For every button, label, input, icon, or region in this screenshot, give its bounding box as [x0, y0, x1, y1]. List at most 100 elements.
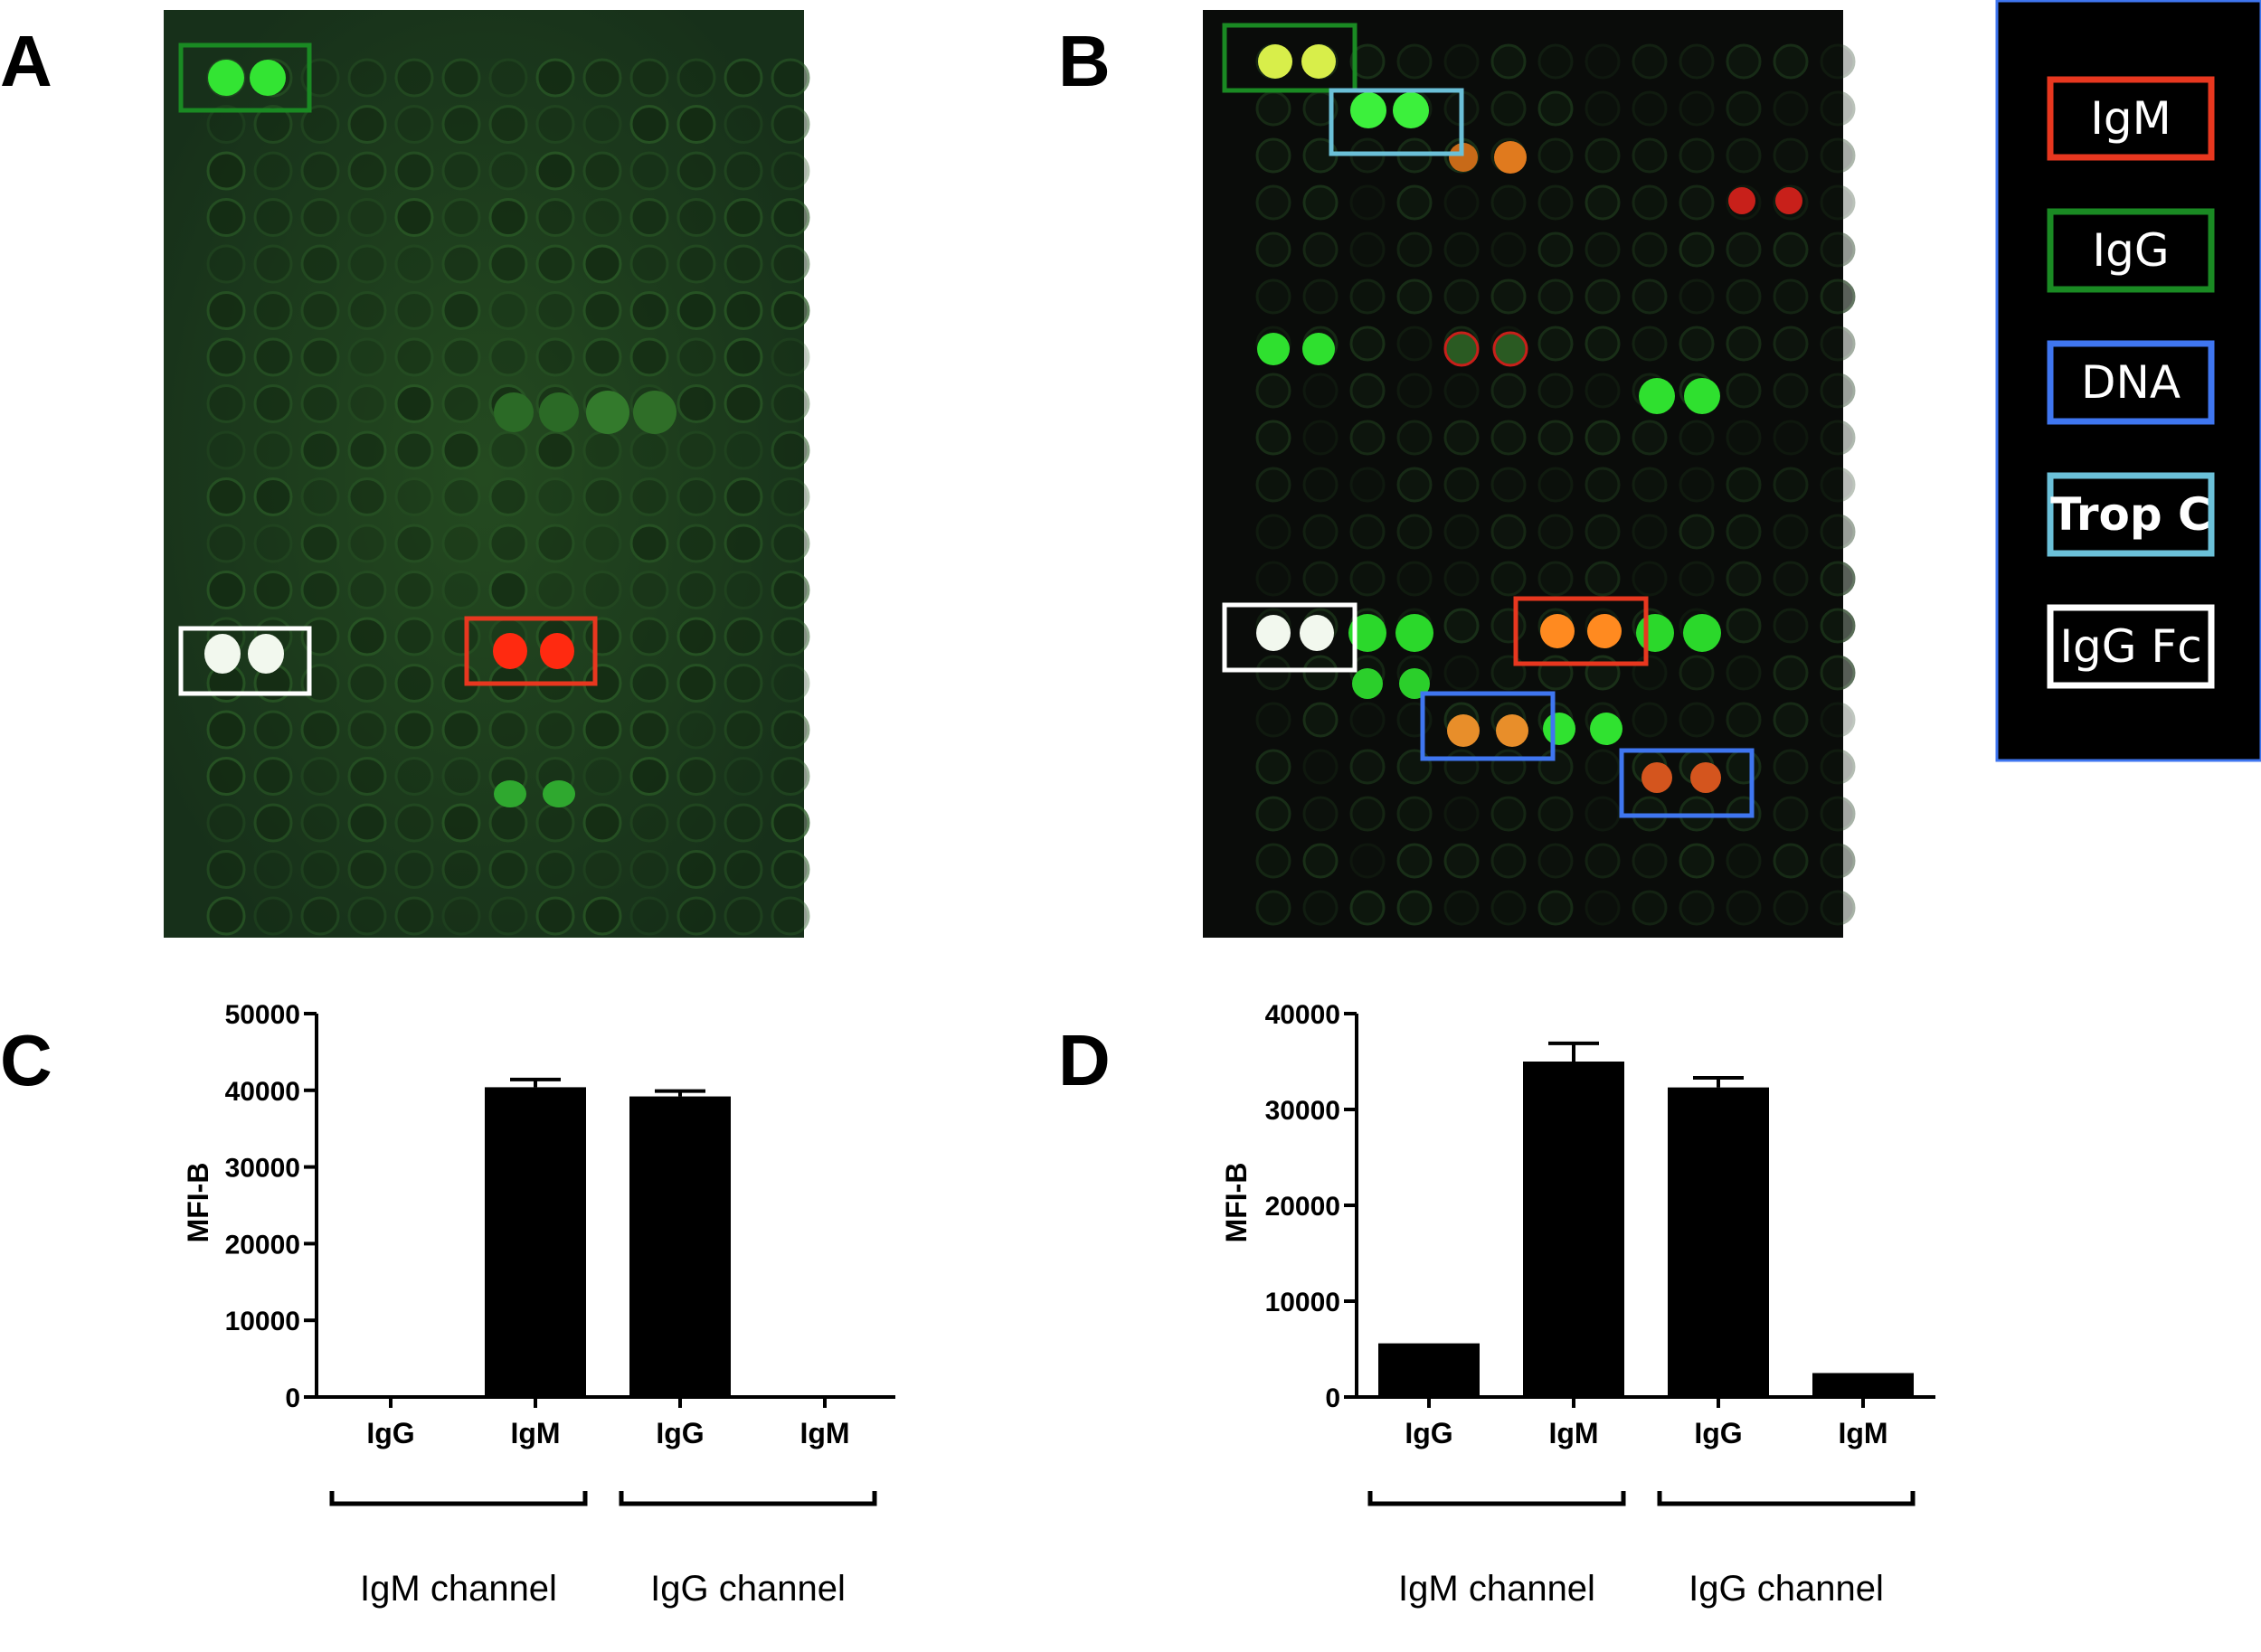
- array-spot: [300, 850, 340, 889]
- array-spot: [535, 524, 575, 563]
- array-a-spot-extra-1: [494, 780, 526, 807]
- array-spot: [394, 58, 434, 98]
- array-spot: [1443, 420, 1480, 456]
- array-b-spot-igm-2: [1587, 614, 1622, 648]
- bar: [1668, 1087, 1769, 1397]
- array-spot: [1726, 749, 1762, 785]
- array-spot: [300, 896, 340, 936]
- array-a-spot-fc-2: [248, 634, 284, 674]
- array-a-spot-igg-1: [208, 60, 244, 96]
- array-spot: [1537, 373, 1574, 409]
- array-spot: [1632, 702, 1668, 738]
- bar: [1812, 1373, 1914, 1397]
- array-spot: [1302, 890, 1339, 926]
- array-spot: [1679, 278, 1715, 315]
- array-spot: [1820, 326, 1856, 362]
- array-spot: [771, 244, 810, 284]
- array-spot: [1537, 231, 1574, 268]
- array-spot: [488, 198, 528, 237]
- legend-items: IgM IgG DNA Trop C IgG Fc: [2047, 76, 2215, 689]
- array-spot: [394, 710, 434, 750]
- array-spot: [724, 244, 763, 284]
- array-spot: [1726, 561, 1762, 597]
- array-spot: [1679, 231, 1715, 268]
- array-spot: [441, 244, 481, 284]
- array-spot: [771, 151, 810, 191]
- array-spot: [1679, 655, 1715, 691]
- array-spot: [629, 151, 669, 191]
- array-spot: [488, 896, 528, 936]
- legend-box-2: [2047, 340, 2215, 425]
- array-a-fc-box: [178, 626, 312, 696]
- chart-c: MFI-B 0 10000 20000 30000 40000 50000 IgG IgM Ig…: [182, 1000, 895, 1609]
- array-spot: [629, 571, 669, 609]
- array-spot: [347, 803, 387, 843]
- array-b-igg-box: [1222, 23, 1358, 93]
- array-spot: [1585, 655, 1621, 691]
- array-spot: [488, 151, 528, 191]
- array-spot: [1443, 749, 1480, 785]
- array-b-spot-green-b: [1302, 333, 1335, 365]
- array-spot: [1349, 561, 1386, 597]
- array-spot: [394, 291, 434, 330]
- array-spot: [1443, 890, 1480, 926]
- array-spot: [1302, 467, 1339, 503]
- array-spot: [1773, 796, 1809, 832]
- array-spot: [347, 896, 387, 936]
- array-spot: [1302, 561, 1339, 597]
- array-spot: [724, 710, 763, 750]
- array-spot: [1679, 561, 1715, 597]
- array-spot: [629, 198, 669, 237]
- array-spot: [676, 430, 716, 470]
- array-spot: [488, 477, 528, 516]
- array-b-highlight-spots: [1256, 44, 1802, 793]
- x-tick-label: IgG: [1405, 1417, 1452, 1449]
- array-spot: [1537, 655, 1574, 691]
- array-spot: [724, 151, 763, 191]
- array-b-spot-fc-1: [1256, 615, 1291, 651]
- panel-label-a: A: [0, 21, 52, 101]
- array-b-dna-box-1: [1420, 691, 1556, 761]
- array-spot: [300, 291, 340, 330]
- array-spot: [394, 664, 434, 703]
- array-spot: [253, 105, 293, 144]
- array-spot: [676, 105, 716, 144]
- array-spot: [1820, 43, 1856, 80]
- x-tick-label: IgG: [366, 1417, 414, 1449]
- array-a-spot-extra-2: [543, 780, 575, 807]
- array-spot: [441, 617, 481, 656]
- array-spot: [1349, 514, 1386, 550]
- array-spot: [1632, 843, 1668, 879]
- array-spot: [1490, 184, 1527, 221]
- array-spot: [206, 757, 246, 796]
- array-spot: [1820, 231, 1856, 268]
- array-spot: [1726, 467, 1762, 503]
- array-b-spot-orange-small-1: [1449, 143, 1478, 172]
- legend-box-1: [2047, 208, 2215, 293]
- array-spot: [1585, 137, 1621, 174]
- array-spot: [1537, 137, 1574, 174]
- array-spot: [488, 291, 528, 330]
- array-spot: [394, 617, 434, 656]
- array-spot: [1773, 420, 1809, 456]
- array-spot: [535, 896, 575, 936]
- array-spot: [394, 151, 434, 191]
- array-spot: [1443, 43, 1480, 80]
- y-tick-label: 10000: [225, 1307, 300, 1336]
- array-spot: [771, 524, 810, 563]
- array-spot: [676, 571, 716, 609]
- array-spot: [1632, 231, 1668, 268]
- array-spot: [629, 477, 669, 516]
- array-spot: [347, 617, 387, 656]
- array-spot: [582, 477, 622, 516]
- array-spot: [206, 337, 246, 377]
- array-spot: [724, 757, 763, 796]
- array-spot: [1443, 561, 1480, 597]
- array-spot: [206, 105, 246, 144]
- array-spot: [1349, 231, 1386, 268]
- array-spot: [724, 803, 763, 843]
- array-spot: [676, 896, 716, 936]
- array-spot: [1679, 843, 1715, 879]
- array-spot: [1349, 373, 1386, 409]
- array-spot: [1396, 749, 1433, 785]
